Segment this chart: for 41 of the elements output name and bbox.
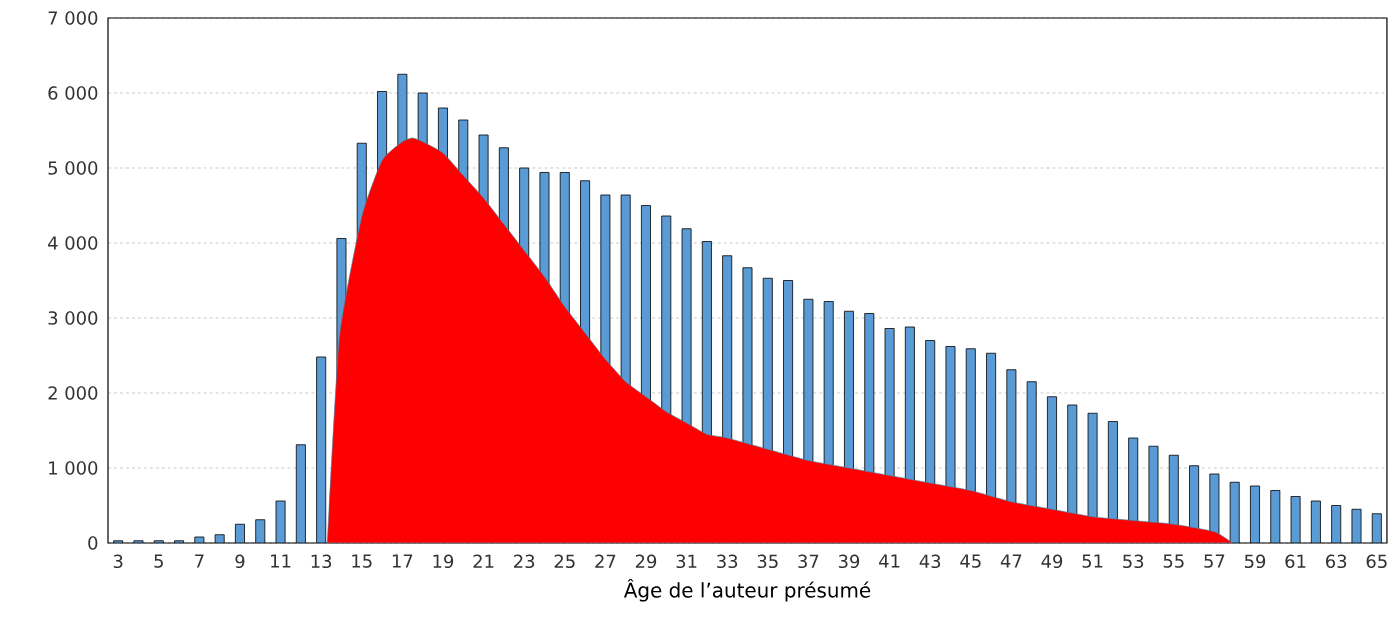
x-tick-label: 39: [838, 554, 860, 569]
x-tick-label: 43: [919, 554, 941, 569]
x-tick-label: 25: [554, 554, 575, 569]
x-tick-label: 11: [271, 554, 291, 568]
y-tick-label: 6 000: [48, 86, 98, 100]
x-tick-label: 13: [311, 554, 332, 569]
x-tick-label: 59: [1244, 554, 1266, 569]
x-tick-label: 57: [1204, 554, 1225, 568]
x-tick-label: 65: [1366, 554, 1387, 569]
x-tick-label: 51: [1082, 554, 1103, 568]
x-tick-label: 41: [879, 554, 900, 568]
x-tick-label: 9: [235, 554, 245, 569]
x-tick-label: 55: [1163, 554, 1184, 568]
y-tick-label: 5 000: [48, 161, 98, 175]
x-tick-label: 49: [1041, 554, 1063, 569]
x-tick-label: 27: [595, 554, 616, 568]
y-tick-label: 1 000: [49, 461, 98, 475]
x-tick-label: 35: [757, 554, 778, 569]
x-tick-label: 37: [798, 554, 819, 569]
x-tick-label: 53: [1123, 554, 1144, 569]
x-tick-label: 17: [392, 554, 413, 568]
y-tick-label: 3 000: [48, 311, 98, 325]
x-tick-label: 47: [1000, 554, 1022, 568]
x-tick-label: 61: [1285, 554, 1306, 569]
x-tick-label: 3: [113, 554, 123, 569]
x-axis-title: Âge de l’auteur présumé: [623, 578, 871, 602]
x-tick-label: 29: [635, 554, 657, 569]
x-tick-label: 7: [195, 554, 204, 568]
y-tick-label: 4 000: [48, 236, 98, 250]
x-tick-label: 31: [676, 554, 697, 569]
x-tick-label: 23: [514, 554, 535, 569]
x-tick-label: 15: [352, 554, 372, 568]
x-tick-label: 5: [154, 554, 163, 568]
x-tick-label: 63: [1326, 554, 1347, 569]
x-tick-label: 33: [717, 554, 738, 569]
x-tick-label: 19: [433, 554, 454, 569]
x-tick-label: 45: [960, 554, 981, 568]
y-tick-label: 2 000: [48, 386, 98, 400]
y-tick-label: 7 000: [48, 11, 98, 25]
x-tick-label: 21: [473, 554, 494, 568]
y-tick-label: 0: [88, 536, 98, 550]
